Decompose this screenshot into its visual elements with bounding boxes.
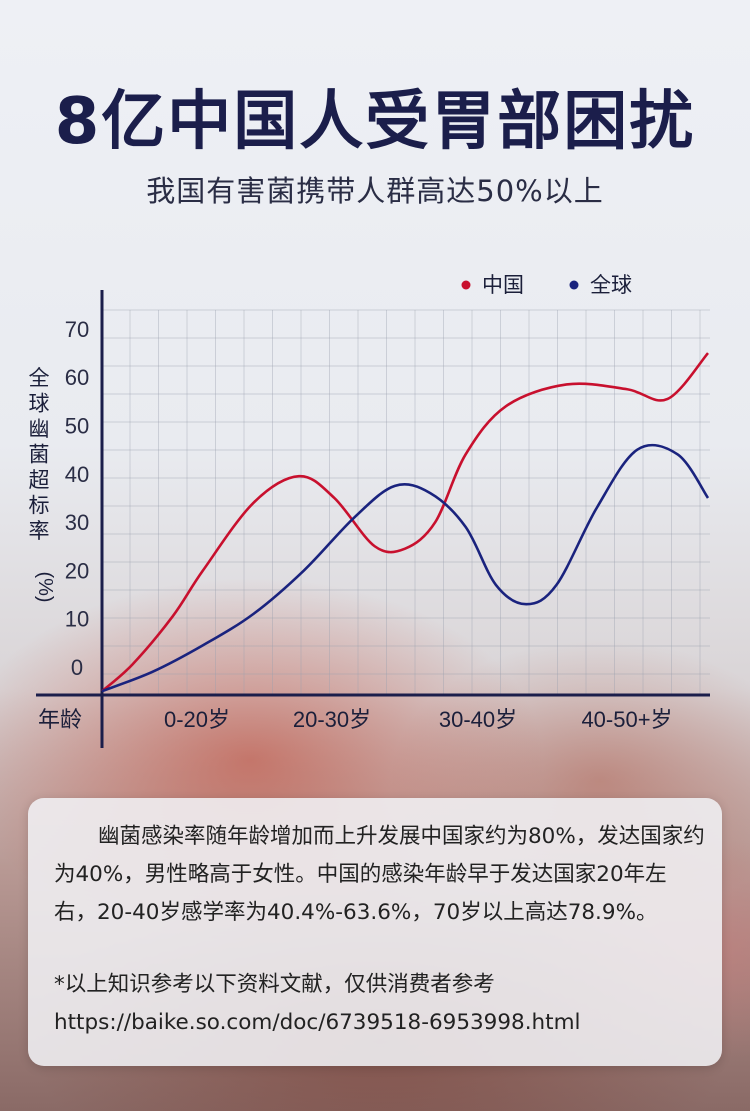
reference-url[interactable]: https://baike.so.com/doc/6739518-6953998… (54, 1010, 581, 1035)
page-subtitle: 我国有害菌携带人群高达50%以上 (146, 174, 604, 208)
y-axis-label-char: 超 (29, 469, 50, 492)
y-axis-unit: (%) (34, 571, 56, 602)
series-line-china (101, 352, 709, 693)
info-paragraph-text: 幽菌感染率随年龄增加而上升发展中国家约为80%，发达国家约为40%，男性略高于女… (54, 824, 705, 925)
page-title: 8亿中国人受胃部困扰 (54, 85, 696, 159)
legend-label: 中国 (482, 274, 524, 297)
y-tick-label: 20 (65, 558, 89, 583)
y-axis-label-char: 标 (29, 495, 50, 518)
y-tick-label: 60 (65, 365, 89, 390)
y-tick-label: 0 (71, 655, 83, 680)
y-tick-labels: 0 10 20 30 40 50 60 70 (65, 317, 89, 680)
y-axis-label-char: 率 (29, 520, 50, 543)
y-axis-label-char: 幽 (29, 418, 50, 441)
legend-marker (461, 280, 471, 290)
x-axis-label: 年龄 (38, 707, 82, 732)
y-tick-label: 50 (65, 414, 89, 439)
legend-marker (569, 280, 579, 290)
chart-legend: 中国 全球 (461, 274, 632, 297)
chart-series (101, 352, 710, 693)
y-tick-label: 10 (65, 607, 89, 632)
line-chart: 0 10 20 30 40 50 60 70 0-20岁 20-30岁 30-40岁 40-50+岁… (29, 274, 710, 748)
y-tick-label: 40 (65, 462, 89, 487)
reference-note: *以上知识参考以下资料文献，仅供消费者参考 https://baike.so.c… (54, 966, 714, 1042)
y-axis-label-char: 球 (29, 393, 50, 416)
x-tick-label: 0-20岁 (164, 707, 230, 732)
x-tick-labels: 0-20岁 20-30岁 30-40岁 40-50+岁 (164, 707, 673, 732)
chart-axes (36, 290, 710, 748)
reference-note-text: *以上知识参考以下资料文献，仅供消费者参考 (54, 972, 495, 997)
legend-label: 全球 (590, 274, 632, 297)
chart-grid (102, 309, 710, 695)
x-tick-label: 20-30岁 (293, 707, 371, 732)
y-tick-label: 70 (65, 317, 89, 342)
y-axis-label-char: 全 (29, 367, 50, 390)
info-box: 幽菌感染率随年龄增加而上升发展中国家约为80%，发达国家约为40%，男性略高于女… (28, 798, 722, 1066)
info-paragraph: 幽菌感染率随年龄增加而上升发展中国家约为80%，发达国家约为40%，男性略高于女… (54, 818, 709, 932)
x-tick-label: 40-50+岁 (581, 707, 672, 732)
y-tick-label: 30 (65, 510, 89, 535)
series-line-global (101, 443, 710, 693)
x-tick-label: 30-40岁 (439, 707, 517, 732)
y-axis-label-char: 菌 (29, 444, 50, 467)
